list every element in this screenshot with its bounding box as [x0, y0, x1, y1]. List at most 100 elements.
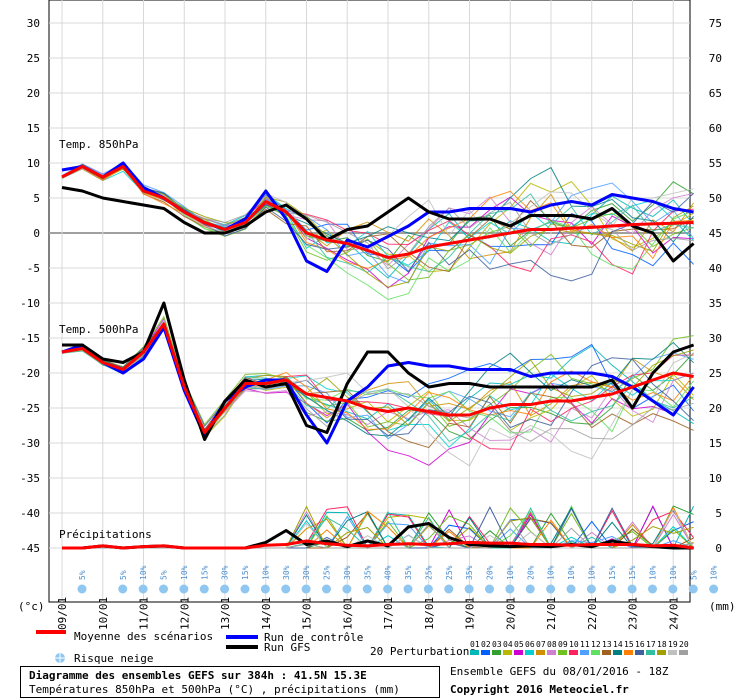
snow-risk-percent: 15%: [241, 565, 250, 580]
y-tick-right: 10: [709, 472, 722, 485]
perturbation-swatch: [470, 650, 479, 655]
perturbation-swatch: [481, 650, 490, 655]
snowflake-icon: [220, 584, 230, 594]
snow-risk-percent: 5%: [78, 570, 87, 580]
y-tick-left: 10: [27, 157, 40, 170]
snow-risk-percent: 10%: [139, 565, 148, 580]
perturbation-number: 11: [580, 640, 590, 649]
perturbation-swatch: [646, 650, 655, 655]
snow-risk-percent: 35%: [363, 565, 372, 580]
perturbation-number: 18: [657, 640, 667, 649]
snowflake-icon: [403, 584, 413, 594]
snowflake-dot: [648, 584, 657, 594]
y-tick-left: -25: [20, 402, 40, 415]
snowflake-dot: [423, 584, 433, 594]
snowflake-icon: [55, 653, 65, 663]
y-tick-right: 60: [709, 122, 722, 135]
x-tick-label: 20/01: [504, 597, 517, 630]
perturbation-swatch: [569, 650, 578, 655]
series-precip-moyenne-des-sc-narios: [62, 539, 694, 550]
x-tick-label: 10/01: [97, 597, 110, 630]
y-tick-right: 20: [709, 402, 722, 415]
snowflake-dot: [342, 584, 352, 594]
snowflake-dot: [179, 584, 189, 594]
snowflake-icon: [648, 584, 657, 594]
snowflake-dot: [668, 584, 678, 594]
snowflake-icon: [118, 584, 128, 594]
snowflake-icon: [240, 584, 250, 594]
y-tick-right: 30: [709, 332, 722, 345]
y-tick-left: 0: [33, 227, 40, 240]
perturbation-number: 09: [558, 640, 568, 649]
perturbation-number: 08: [547, 640, 557, 649]
snowflake-dot: [688, 584, 698, 594]
snowflake-dot: [607, 584, 617, 594]
perturbation-number: 15: [624, 640, 634, 649]
series-t500-run-gfs: [62, 301, 695, 441]
snowflake-icon: [709, 584, 719, 594]
snow-risk-percent: 20%: [526, 565, 535, 580]
unit-left: (°c): [18, 600, 45, 613]
snow-risk-percent: 10%: [261, 565, 270, 580]
snowflake-icon: [464, 584, 474, 594]
y-tick-left: -30: [20, 437, 40, 450]
snowflake-icon: [301, 584, 311, 594]
snowflake-icon: [383, 584, 393, 594]
perturbation-number: 01: [470, 640, 480, 649]
snow-risk-percent: 10%: [587, 565, 596, 580]
legend-control-label: Run de contrôle: [264, 631, 363, 644]
perturbation-line: [61, 164, 694, 288]
x-tick-label: 15/01: [301, 597, 314, 630]
perturbation-number: 02: [481, 640, 491, 649]
y-tick-right: 40: [709, 262, 722, 275]
snowflake-dot: [199, 584, 209, 594]
snowflake-icon: [322, 584, 331, 594]
snow-risk-percent: 15%: [628, 565, 637, 580]
snow-risk-percent: 25%: [424, 565, 433, 580]
perturbation-number: 05: [514, 640, 524, 649]
perturbation-number: 10: [569, 640, 579, 649]
legend-snow-label: Risque neige: [74, 652, 153, 665]
x-tick-label: 09/01: [56, 597, 69, 630]
snow-risk-percent: 10%: [180, 565, 189, 580]
y-tick-right: 50: [709, 192, 722, 205]
snow-risk-percent: 30%: [282, 565, 291, 580]
snow-risk-percent: 40%: [384, 565, 393, 580]
snowflake-dot: [464, 584, 474, 594]
x-tick-label: 16/01: [341, 597, 354, 630]
snowflake-dot: [444, 584, 454, 594]
footer-box: Diagramme des ensembles GEFS sur 384h : …: [20, 666, 440, 698]
label-t850: Temp. 850hPa: [59, 138, 138, 151]
snow-risk-percent: 10%: [567, 565, 576, 580]
y-tick-left: 20: [27, 87, 40, 100]
perturbation-swatch: [503, 650, 512, 655]
perturbation-swatch: [525, 650, 534, 655]
snowflake-dot: [403, 584, 413, 594]
snowflake-dot: [566, 584, 576, 594]
perturbation-number: 06: [525, 640, 535, 649]
snowflake-icon: [607, 584, 617, 594]
x-axis: 09/01 10/01 11/01 12/01 13/01 14/01 15/01 16/01…: [56, 597, 680, 630]
perturbation-number: 12: [591, 640, 601, 649]
y-tick-left: -20: [20, 367, 40, 380]
snowflake-icon: [525, 584, 535, 594]
perturbation-swatch: [591, 650, 600, 655]
snow-risk-percent: 10%: [669, 565, 678, 580]
series-t850-moyenne-des-sc-narios: [61, 165, 694, 259]
snow-risk-percent: 25%: [445, 565, 454, 580]
snowflake-dot: [322, 584, 331, 594]
snowflake-dot: [525, 584, 535, 594]
snow-risk-percent: 30%: [343, 565, 352, 580]
snowflake-icon: [342, 584, 352, 594]
snowflake-icon: [199, 584, 209, 594]
perturbation-swatch: [580, 650, 589, 655]
footer-title: Diagramme des ensembles GEFS sur 384h : …: [29, 669, 367, 682]
snowflake-dot: [362, 584, 372, 594]
snow-risk-percent: 10%: [506, 565, 515, 580]
snow-risk-percent: 20%: [486, 565, 495, 580]
snow-risk-percent: 30%: [221, 565, 230, 580]
y-tick-left: -5: [27, 262, 40, 275]
snowflake-dot: [586, 584, 596, 594]
snowflake-dot: [159, 584, 168, 594]
